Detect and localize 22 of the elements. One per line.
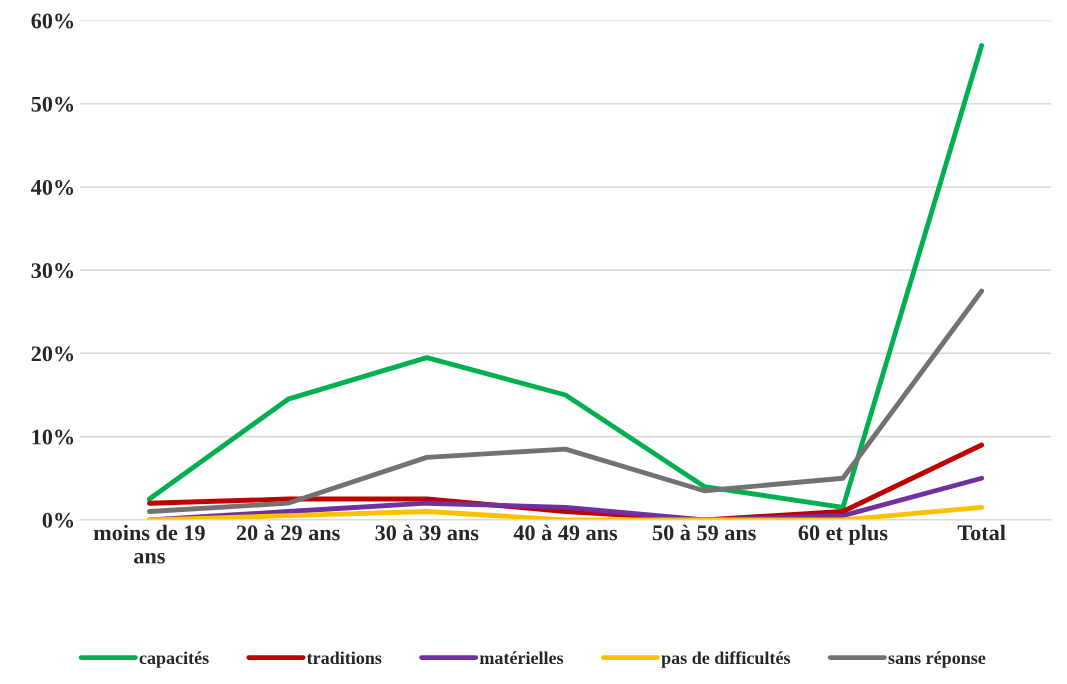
y-tick-label: 10% — [32, 429, 74, 445]
line-series — [146, 504, 985, 520]
y-tick-label: 40% — [31, 179, 74, 195]
y-tick-label: 20% — [31, 346, 74, 362]
legend-label: pas de difficultés — [661, 651, 791, 668]
x-tick-label: Total — [957, 524, 1006, 541]
x-tick-label: moins de 19 ans — [93, 524, 205, 564]
line-series — [146, 288, 985, 514]
y-tick-label: 50% — [31, 96, 74, 112]
line-series — [146, 43, 985, 510]
y-tick-label: 30% — [31, 263, 74, 279]
x-tick-label: 30 à 39 ans — [375, 524, 479, 541]
legend-label: matérielles — [479, 651, 564, 665]
x-tick-label: 40 à 49 ans — [513, 524, 618, 541]
y-tick-label: 0% — [42, 512, 74, 528]
x-tick-label: 60 et plus — [798, 524, 888, 545]
x-tick-label: 50 à 59 ans — [652, 524, 756, 541]
y-tick-label: 60% — [31, 13, 74, 29]
legend-label: traditions — [306, 651, 382, 665]
legend-label: sans réponse — [888, 651, 986, 668]
legend-label: capacités — [139, 651, 209, 668]
x-tick-label: 20 à 29 ans — [236, 524, 340, 541]
